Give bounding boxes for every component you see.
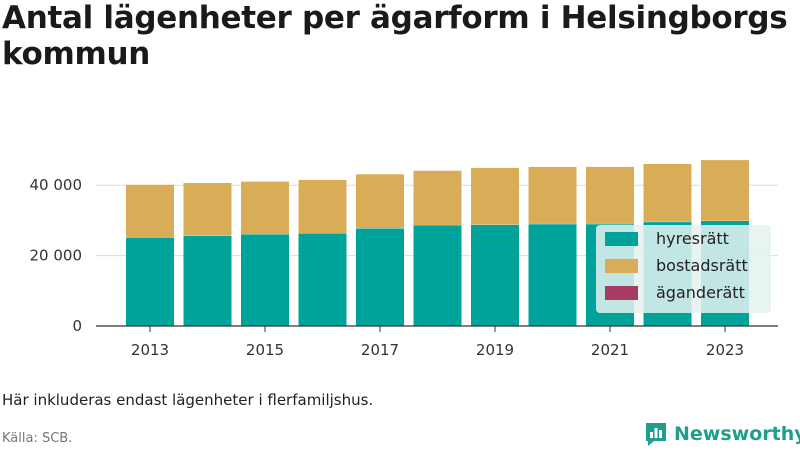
bar-segment [701,159,749,221]
x-tick-label: 2013 [131,341,169,359]
legend: hyresrätt bostadsrätt äganderätt [596,225,771,313]
legend-background [596,225,771,313]
bar-segment [298,233,347,326]
bar-segment [241,181,289,235]
bar-segment [356,173,404,229]
x-tick-label: 2015 [246,341,284,359]
bar-segment [413,170,462,225]
bar-segment [528,166,577,224]
x-tick-label: 2019 [476,341,514,359]
chart-source: Källa: SCB. [2,431,73,446]
bar-segment [528,223,577,326]
legend-swatch [605,259,638,273]
chart-title: Antal lägenheter per ägarform i Helsingb… [2,0,788,72]
bar-segment [241,234,289,326]
chart-area: 0 20 000 40 000 2013 2015 2017 2019 2021 2023 h… [30,159,778,359]
y-tick-label: 40 000 [30,176,83,194]
chart-note: Här inkluderas endast lägenheter i flerf… [2,391,374,409]
legend-swatch [605,286,638,300]
bar-segment [471,167,519,225]
bar-segment [413,224,462,326]
bar-segment [356,228,404,326]
bar-segment [643,163,692,222]
x-tick-label: 2021 [591,341,629,359]
newsworthy-logo-icon [646,423,666,446]
brand-logo[interactable]: Newsworthy [644,420,800,448]
bar-segment [126,237,174,326]
bar-segment [183,235,232,326]
x-tick-label: 2023 [706,341,744,359]
y-tick-label: 0 [72,317,82,335]
legend-label: äganderätt [656,283,745,302]
legend-label: bostadsrätt [656,256,748,275]
x-axis: 2013 2015 2017 2019 2021 2023 [96,325,778,359]
bar-segment [471,224,519,326]
x-tick-label: 2017 [361,341,399,359]
bar-segment [586,166,634,224]
legend-swatch [605,232,638,246]
bar-segment [183,182,232,236]
brand-name: Newsworthy [674,423,800,445]
y-axis: 0 20 000 40 000 [30,176,83,335]
bar-segment [298,179,347,234]
y-tick-label: 20 000 [30,247,83,265]
legend-label: hyresrätt [656,229,729,248]
bar-segment [126,184,174,238]
